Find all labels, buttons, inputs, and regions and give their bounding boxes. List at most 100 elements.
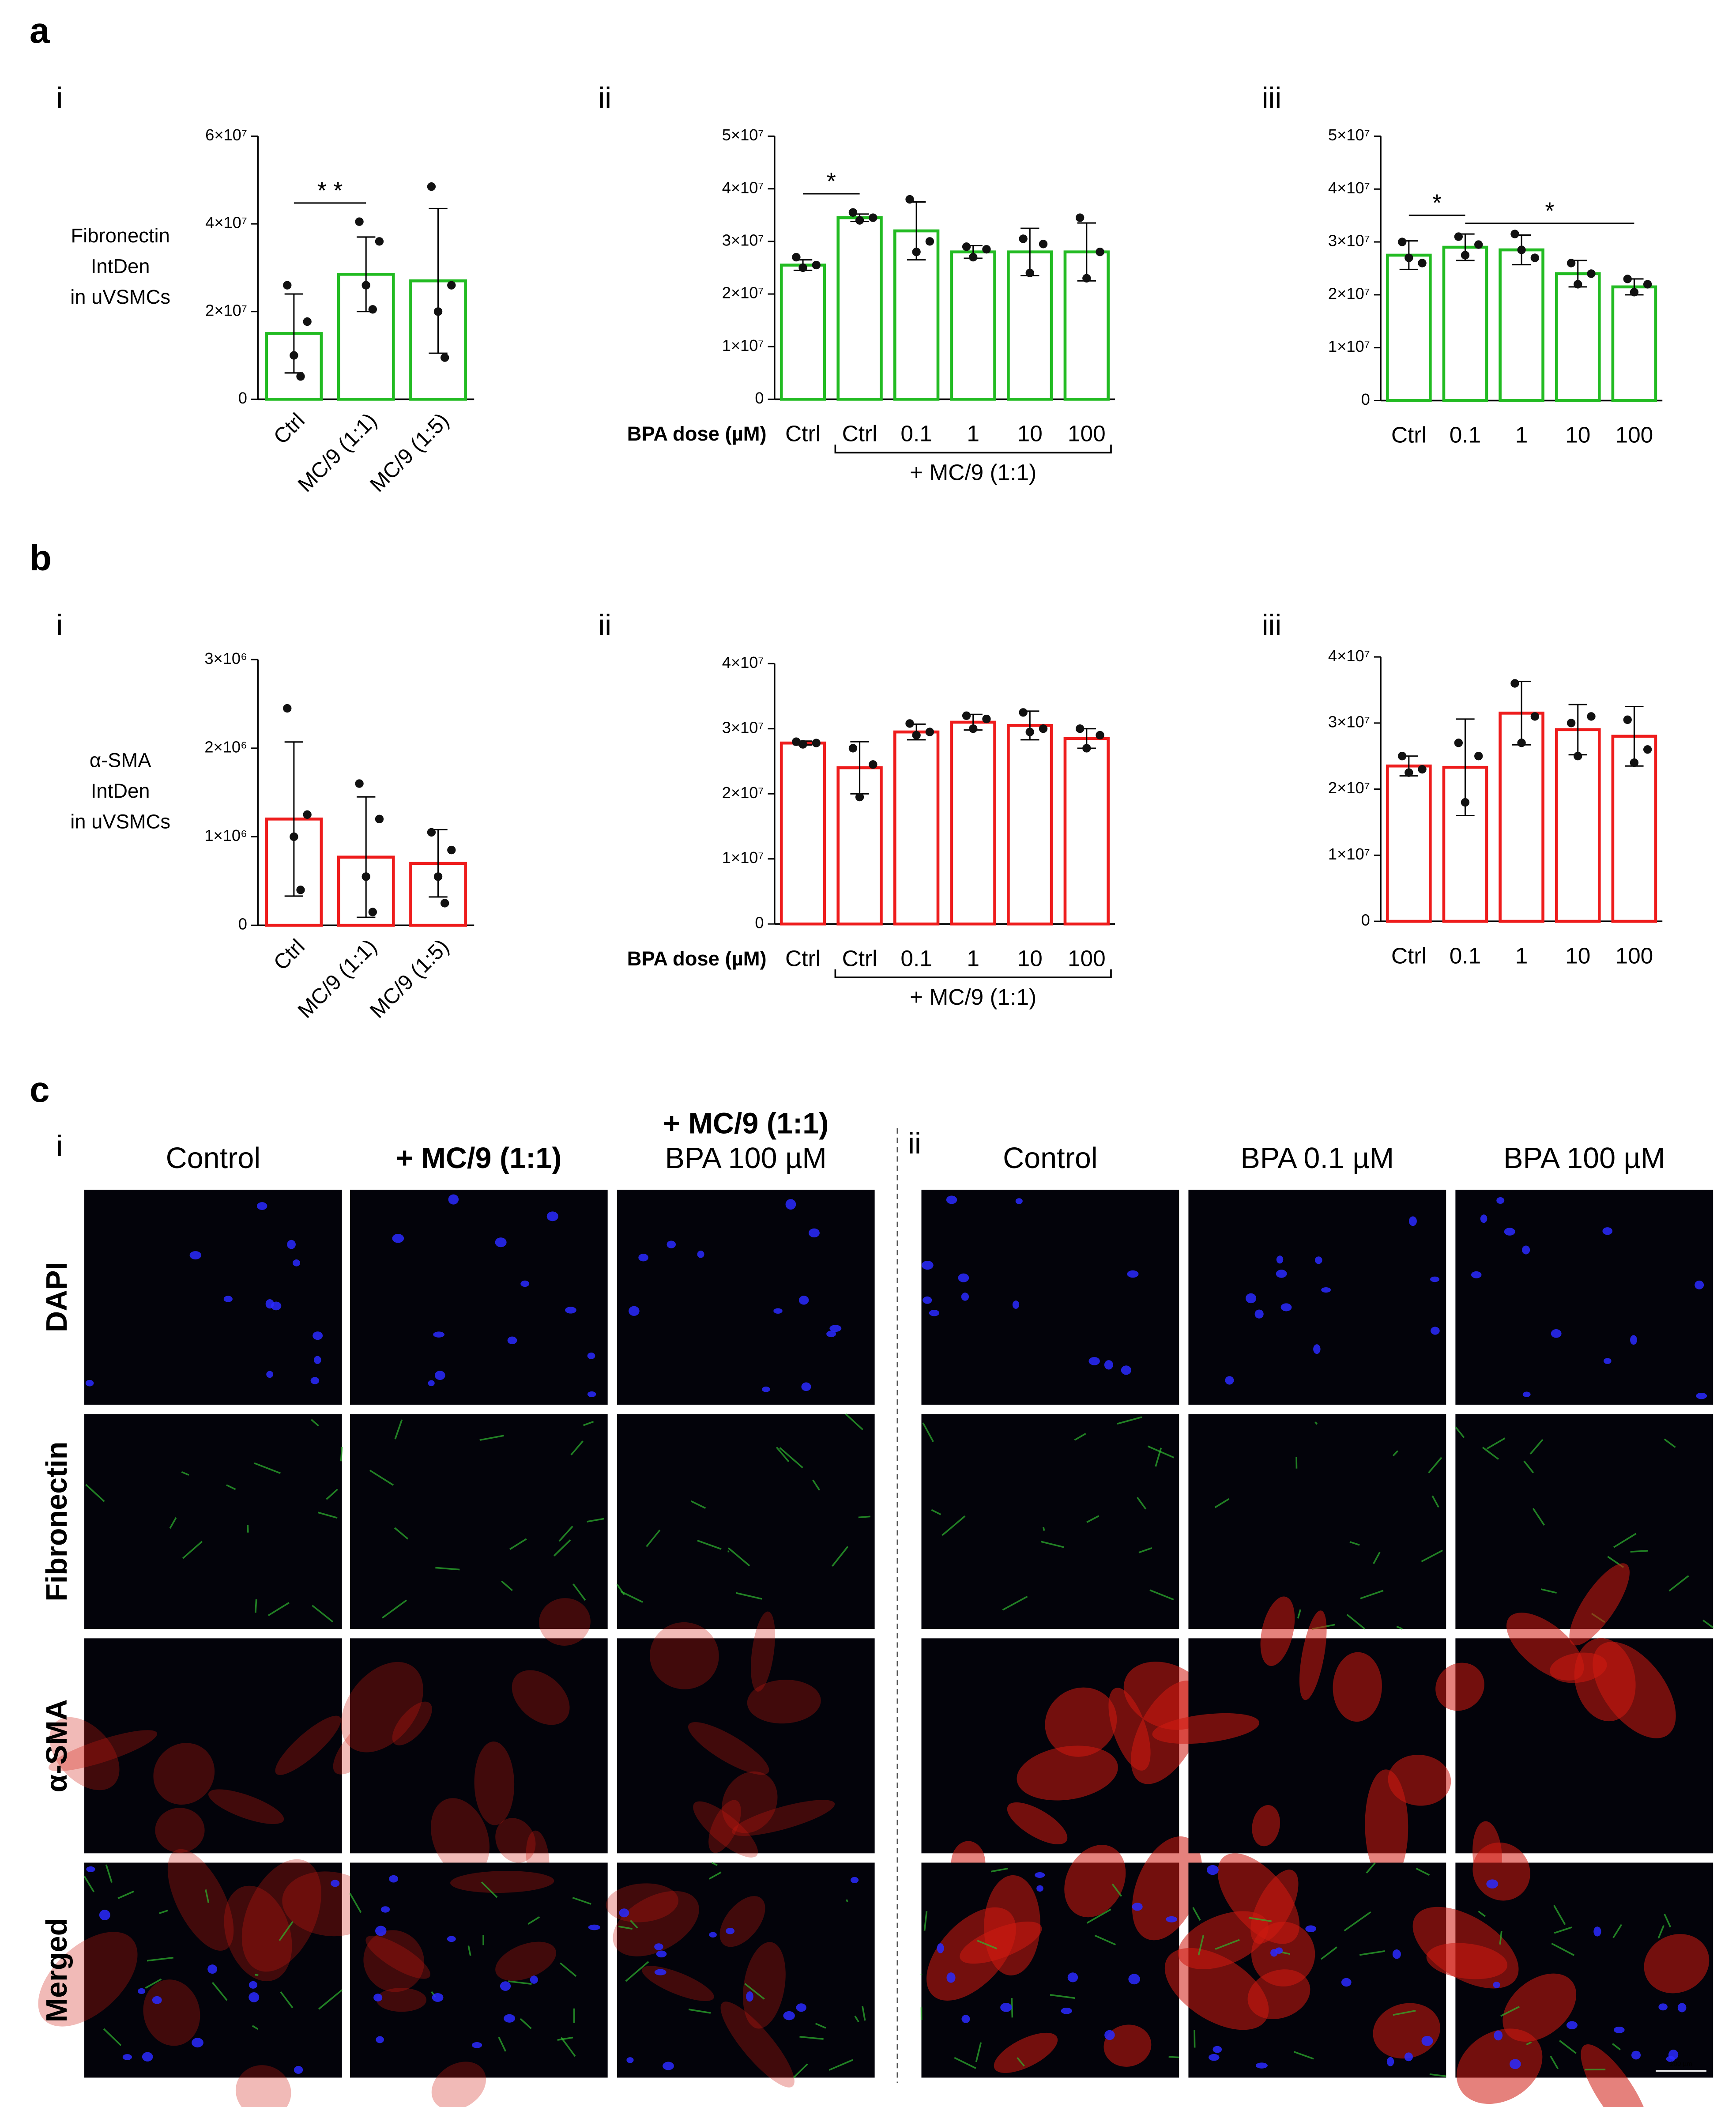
nucleus [1386,2057,1394,2066]
nucleus [1504,1228,1515,1236]
data-point [792,253,801,262]
row-label: Fibronectin [41,1442,73,1602]
data-point [1398,752,1407,761]
data-point [1019,708,1028,717]
fibronectin-fiber [954,2057,976,2069]
nucleus [207,1964,218,1974]
fibronectin-fiber [779,1447,803,1469]
cell-actin [751,1611,775,1692]
x-tick-label: 100 [1068,421,1106,446]
significance-label: * [1432,189,1442,216]
nucleus [1104,1360,1113,1370]
column-header: BPA 100 µM [665,1142,827,1175]
micrograph [84,1414,343,1629]
nucleus [1128,1974,1140,1985]
nucleus [1696,1393,1707,1399]
data-point [1630,288,1639,297]
nucleus [504,2014,516,2023]
data-point [440,899,449,908]
nucleus [1677,2003,1687,2013]
nucleus [1630,1335,1637,1345]
fibronectin-fiber [1529,1439,1544,1455]
data-point [812,260,821,270]
micrograph [48,1638,399,1854]
fibronectin-fiber [1416,1867,1430,1876]
fibronectin-fiber [922,1422,934,1442]
data-point [362,281,370,290]
fibronectin-fiber [1428,1457,1442,1474]
data-point [303,317,312,326]
data-point [1587,712,1596,721]
fibronectin-fiber [553,1539,571,1557]
y-tick-label: 1×10⁷ [722,336,764,354]
nucleus [773,1308,783,1314]
significance-label: * [1545,197,1554,224]
cell-actin [38,1932,138,2027]
fibronectin-fiber [1664,1914,1672,1928]
y-tick-label: 0 [1361,911,1370,929]
micrograph [617,1611,875,1854]
x-tick-label: 100 [1615,422,1653,448]
data-point [296,886,305,894]
cell-actin [960,1921,1042,1964]
column-header: Control [166,1142,260,1175]
data-point [290,351,298,360]
data-point [368,908,377,916]
data-point [855,216,864,225]
data-point [1574,752,1582,761]
nucleus [1104,2030,1115,2040]
row-label: α-SMA [41,1699,73,1792]
nucleus [1015,1198,1023,1204]
nucleus [1631,2050,1641,2060]
cell-actin [613,1891,699,1956]
cell-actin [1007,1802,1068,1844]
group-label: i [56,1130,63,1163]
nucleus [726,1928,735,1934]
y-tick-label: 4×10⁷ [722,178,764,196]
nucleus [1206,1865,1219,1875]
fibronectin-fiber [1320,1946,1337,1960]
data-point [1025,268,1034,278]
data-point [869,760,877,769]
nucleus [447,1936,456,1942]
fibronectin-fiber [169,1517,177,1529]
fibronectin-fiber [1349,1541,1360,1546]
fibronectin-fiber [1482,1447,1499,1460]
panel-label: iii [1262,609,1281,642]
cell-actin [1426,1943,1508,1979]
nucleus [1061,2007,1072,2014]
x-tick-label: 10 [1017,421,1043,446]
nucleus [638,1254,648,1262]
fibronectin-fiber [1373,1552,1381,1564]
nucleus [1658,2003,1668,2011]
data-point [1567,719,1576,727]
cell-actin [155,1808,205,1853]
scale-bar-label: 200 µm [1670,2060,1692,2068]
fibronectin-fiber [340,1447,343,1462]
fibronectin-fiber [1017,2057,1025,2067]
nucleus [1602,1227,1613,1235]
y-tick-label: 2×10⁷ [205,301,247,319]
fibronectin-fiber [620,1591,643,1603]
nucleus [1522,1245,1530,1255]
fibronectin-fiber [708,1871,722,1880]
micrograph [350,1414,608,1629]
cell-actin [376,1988,427,2012]
nucleus [921,1260,934,1270]
group-label: ii [908,1127,921,1160]
bar [780,264,826,401]
y-tick-label: 0 [238,915,247,933]
cell-actin [392,1701,432,1745]
fibronectin-fiber [1612,1924,1623,1938]
nucleus [389,1875,399,1883]
nucleus [796,2003,806,2012]
fibronectin-fiber [583,1421,594,1426]
nucleus [1496,1197,1505,1204]
bar [1499,712,1544,923]
fibronectin-fiber [1215,1939,1240,1950]
cell-actin [241,1859,321,1972]
y-tick-label: 4×10⁷ [1328,179,1370,197]
nucleus [1209,2054,1220,2061]
data-point [1623,715,1632,724]
nucleus [434,1371,445,1380]
